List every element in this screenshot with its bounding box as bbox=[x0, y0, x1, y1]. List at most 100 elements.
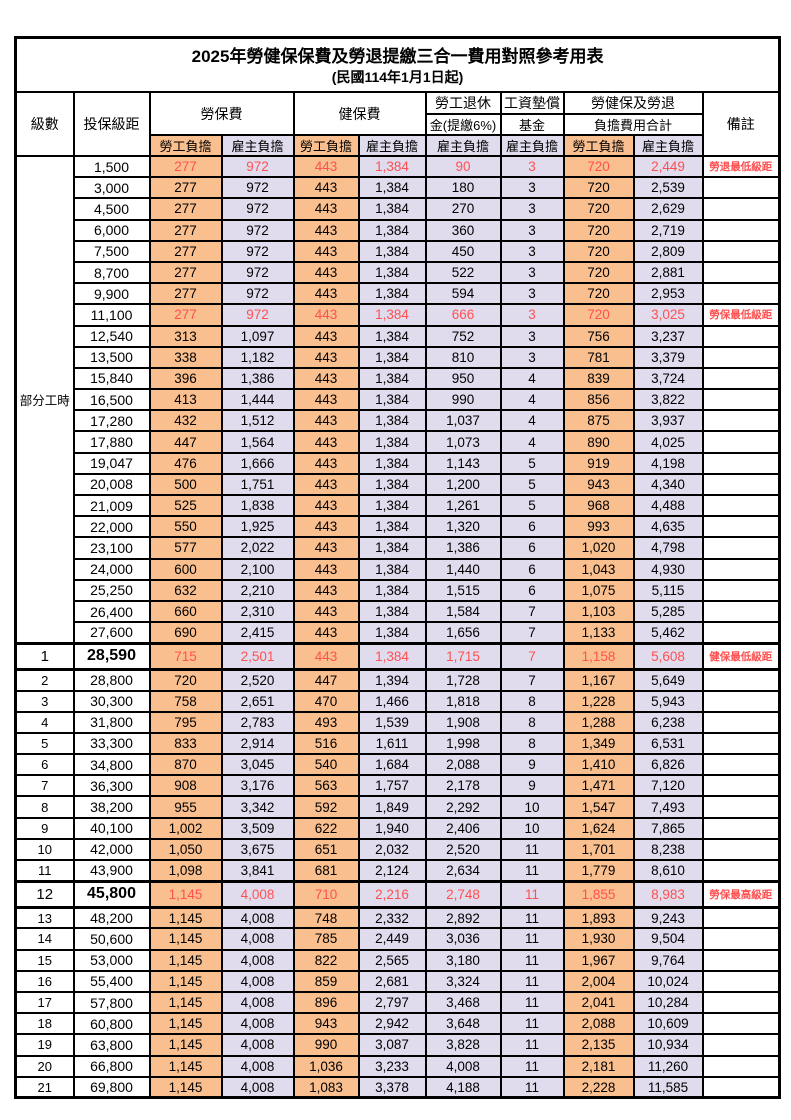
remark-cell bbox=[701, 388, 781, 412]
total-employer-cell: 4,488 bbox=[632, 493, 704, 518]
health-employee-cell: 748 bbox=[292, 906, 360, 930]
level-cell: 19 bbox=[14, 1033, 75, 1057]
pension-employer-cell: 990 bbox=[424, 388, 502, 412]
fund-employer-cell: 3 bbox=[499, 324, 565, 348]
labor-employee-cell: 955 bbox=[148, 795, 223, 819]
fund-employer-cell: 11 bbox=[499, 879, 565, 909]
total-employee-cell: 1,855 bbox=[562, 879, 635, 909]
total-employer-cell: 5,285 bbox=[632, 599, 704, 624]
remark-cell bbox=[701, 948, 781, 972]
health-employer-cell: 1,384 bbox=[357, 536, 427, 560]
health-employee-cell: 443 bbox=[292, 303, 360, 327]
remark-cell: 勞保最高級距 bbox=[701, 879, 781, 909]
total-employer-cell: 10,284 bbox=[632, 990, 704, 1015]
labor-employee-cell: 525 bbox=[148, 493, 223, 518]
fund-employer-cell: 7 bbox=[499, 621, 565, 645]
level-cell: 8 bbox=[14, 795, 75, 819]
health-employee-cell: 563 bbox=[292, 774, 360, 798]
fund-employer-cell: 3 bbox=[499, 239, 565, 263]
labor-employee-cell: 660 bbox=[148, 599, 223, 624]
labor-employee-cell: 447 bbox=[148, 430, 223, 454]
total-employee-cell: 1,043 bbox=[562, 557, 635, 581]
subheader-total-employee: 勞工負擔 bbox=[562, 134, 635, 157]
pension-employer-cell: 1,200 bbox=[424, 472, 502, 497]
health-employee-cell: 443 bbox=[292, 472, 360, 497]
fund-employer-cell: 6 bbox=[499, 536, 565, 560]
fund-employer-cell: 8 bbox=[499, 689, 565, 713]
total-employee-cell: 1,158 bbox=[562, 641, 635, 671]
total-employee-cell: 720 bbox=[562, 218, 635, 242]
health-employee-cell: 443 bbox=[292, 366, 360, 391]
labor-employer-cell: 2,651 bbox=[220, 689, 295, 713]
health-employee-cell: 785 bbox=[292, 927, 360, 951]
labor-employee-cell: 1,145 bbox=[148, 948, 223, 972]
total-employee-cell: 1,930 bbox=[562, 927, 635, 951]
labor-employer-cell: 972 bbox=[220, 176, 295, 200]
remark-cell bbox=[701, 668, 781, 692]
subheader-labor-employee: 勞工負擔 bbox=[148, 134, 223, 157]
bracket-cell: 17,880 bbox=[72, 430, 151, 454]
health-employer-cell: 1,466 bbox=[357, 689, 427, 713]
health-employer-cell: 2,449 bbox=[357, 927, 427, 951]
total-employee-cell: 1,893 bbox=[562, 906, 635, 930]
pension-employer-cell: 1,386 bbox=[424, 536, 502, 560]
remark-cell bbox=[701, 1054, 781, 1078]
remark-cell bbox=[701, 774, 781, 798]
labor-employee-cell: 1,002 bbox=[148, 816, 223, 840]
labor-employer-cell: 1,564 bbox=[220, 430, 295, 454]
pension-employer-cell: 3,828 bbox=[424, 1033, 502, 1057]
col-header-bracket: 投保級距 bbox=[72, 91, 151, 157]
health-employee-cell: 443 bbox=[292, 260, 360, 285]
fund-employer-cell: 11 bbox=[499, 837, 565, 862]
table-row: 12,540 313 1,097 443 1,384 752 3 756 3,237 bbox=[16, 324, 781, 348]
remark-cell bbox=[701, 324, 781, 348]
health-employee-cell: 443 bbox=[292, 451, 360, 475]
fund-employer-cell: 3 bbox=[499, 197, 565, 221]
labor-employee-cell: 1,145 bbox=[148, 1054, 223, 1078]
pension-employer-cell: 3,180 bbox=[424, 948, 502, 972]
level-cell: 7 bbox=[14, 774, 75, 798]
bracket-cell: 25,250 bbox=[72, 578, 151, 602]
bracket-cell: 12,540 bbox=[72, 324, 151, 348]
pension-employer-cell: 1,440 bbox=[424, 557, 502, 581]
health-employer-cell: 2,942 bbox=[357, 1012, 427, 1036]
health-employer-cell: 2,332 bbox=[357, 906, 427, 930]
bracket-cell: 50,600 bbox=[72, 927, 151, 951]
col-header-wage-fund-line2: 基金 bbox=[499, 113, 565, 136]
table-row: 21,009 525 1,838 443 1,384 1,261 5 968 4,488 bbox=[16, 493, 781, 518]
table-body: 部分工時 1,500 277 972 443 1,384 90 3 720 2,449 勞退最低級距… bbox=[14, 154, 781, 1099]
remark-cell bbox=[701, 409, 781, 433]
pension-employer-cell: 2,634 bbox=[424, 858, 502, 883]
health-employer-cell: 1,384 bbox=[357, 451, 427, 475]
table-row: 15,840 396 1,386 443 1,384 950 4 839 3,724 bbox=[16, 366, 781, 391]
labor-employer-cell: 972 bbox=[220, 154, 295, 179]
labor-employee-cell: 715 bbox=[148, 641, 223, 671]
total-employee-cell: 2,181 bbox=[562, 1054, 635, 1078]
fund-employer-cell: 7 bbox=[499, 599, 565, 624]
level-cell: 18 bbox=[14, 1012, 75, 1036]
fund-employer-cell: 11 bbox=[499, 1012, 565, 1036]
labor-employer-cell: 1,751 bbox=[220, 472, 295, 497]
table-row: 7,500 277 972 443 1,384 450 3 720 2,809 bbox=[16, 239, 781, 263]
remark-cell bbox=[701, 1012, 781, 1036]
table-row: 10 42,000 1,050 3,675 651 2,032 2,520 11 1,701 8,… bbox=[14, 837, 781, 862]
labor-employer-cell: 972 bbox=[220, 197, 295, 221]
health-employer-cell: 1,384 bbox=[357, 197, 427, 221]
bracket-cell: 34,800 bbox=[72, 753, 151, 777]
fund-employer-cell: 3 bbox=[499, 176, 565, 200]
total-employee-cell: 1,471 bbox=[562, 774, 635, 798]
total-employer-cell: 4,798 bbox=[632, 536, 704, 560]
remark-cell bbox=[701, 218, 781, 242]
bracket-cell: 31,800 bbox=[72, 710, 151, 734]
bracket-cell: 13,500 bbox=[72, 345, 151, 369]
health-employer-cell: 1,384 bbox=[357, 345, 427, 369]
total-employee-cell: 720 bbox=[562, 260, 635, 285]
fund-employer-cell: 7 bbox=[499, 668, 565, 692]
health-employee-cell: 516 bbox=[292, 731, 360, 756]
labor-employer-cell: 1,666 bbox=[220, 451, 295, 475]
labor-employer-cell: 4,008 bbox=[220, 927, 295, 951]
labor-employee-cell: 833 bbox=[148, 731, 223, 756]
pension-employer-cell: 3,036 bbox=[424, 927, 502, 951]
health-employee-cell: 443 bbox=[292, 409, 360, 433]
pension-employer-cell: 4,008 bbox=[424, 1054, 502, 1078]
